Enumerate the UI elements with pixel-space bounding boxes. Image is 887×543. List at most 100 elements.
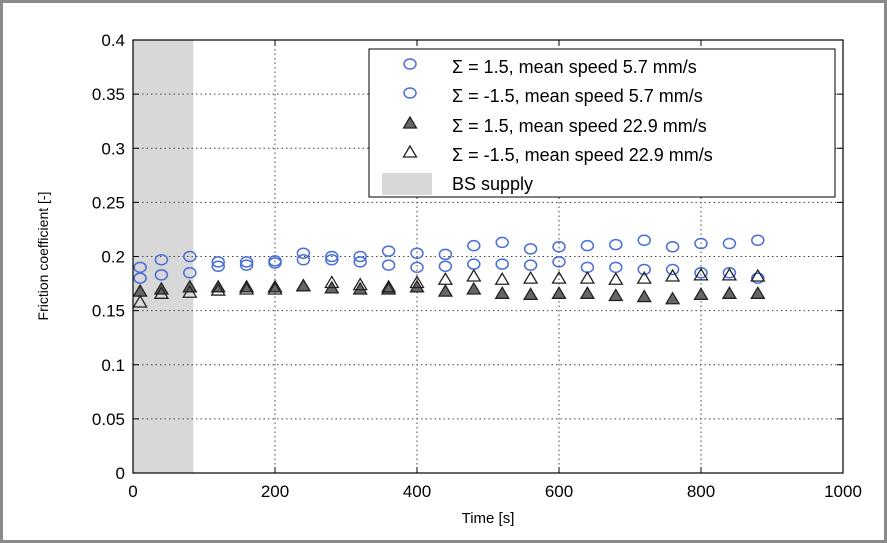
data-point: [409, 275, 425, 289]
data-point: [133, 261, 147, 274]
data-point: [238, 281, 255, 295]
y-tick-label: 0.35: [92, 85, 125, 104]
y-tick-label: 0.15: [92, 302, 125, 321]
data-point: [410, 247, 424, 260]
y-tick-label: 0.25: [92, 193, 125, 212]
legend-swatch-bs-supply: [382, 173, 432, 195]
x-tick-label: 400: [403, 482, 431, 501]
data-point: [182, 284, 198, 298]
y-tick-label: 0.2: [101, 248, 125, 267]
data-point: [494, 271, 510, 285]
legend-label: BS supply: [452, 174, 533, 194]
tick-layer: 0 200 400 600 800 1000 0 0.05 0.1 0.15 0.2 0.25 0.3 0…: [92, 31, 862, 501]
data-point: [636, 270, 652, 284]
data-point: [352, 281, 368, 295]
data-point: [296, 253, 311, 266]
data-point: [522, 270, 539, 284]
series-2: [133, 253, 765, 284]
data-point: [580, 239, 595, 252]
data-point: [608, 271, 624, 285]
data-point: [437, 271, 454, 285]
legend-marker: [402, 115, 418, 129]
data-point: [381, 259, 396, 271]
data-point: [324, 275, 340, 289]
data-point: [750, 268, 766, 282]
series-4: [132, 267, 766, 308]
data-point: [353, 250, 367, 263]
data-point: [466, 268, 482, 282]
data-point: [751, 234, 765, 247]
data-point: [154, 253, 169, 266]
data-point: [636, 289, 652, 303]
y-tick-label: 0.1: [101, 356, 125, 375]
data-point: [183, 250, 197, 263]
y-tick-label: 0.4: [101, 31, 125, 50]
data-point: [466, 281, 482, 295]
x-axis-label: Time [s]: [462, 510, 515, 527]
y-tick-label: 0.3: [101, 139, 125, 158]
data-point: [438, 260, 453, 272]
data-point: [409, 279, 425, 293]
legend-label: Σ = 1.5, mean speed 5.7 mm/s: [452, 57, 697, 77]
data-point: [609, 238, 623, 251]
data-point: [352, 277, 368, 291]
y-tick-label: 0: [116, 464, 125, 483]
data-point: [665, 263, 680, 276]
data-point: [267, 281, 283, 295]
data-point: [523, 243, 538, 255]
data-point: [552, 241, 566, 253]
legend-label: Σ = -1.5, mean speed 5.7 mm/s: [452, 86, 703, 106]
data-point: [523, 259, 538, 271]
x-tick-label: 1000: [824, 482, 862, 501]
data-point: [750, 286, 766, 299]
data-point: [608, 288, 624, 302]
data-point: [410, 261, 424, 274]
data-point: [693, 287, 709, 301]
data-point: [268, 257, 282, 269]
data-point: [211, 260, 225, 272]
data-point: [210, 282, 226, 296]
data-point: [133, 272, 147, 284]
data-point: [751, 272, 765, 284]
data-point: [552, 256, 566, 268]
x-tick-label: 600: [545, 482, 573, 501]
legend-label: Σ = 1.5, mean speed 22.9 mm/s: [452, 116, 707, 136]
data-point: [325, 253, 339, 266]
data-point: [380, 279, 397, 293]
marks-layer: [132, 234, 766, 308]
data-point: [579, 270, 596, 284]
data-point: [665, 241, 680, 253]
data-point: [694, 237, 708, 250]
data-point: [353, 256, 367, 268]
data-point: [154, 269, 169, 281]
data-point: [438, 248, 453, 261]
data-point: [637, 263, 651, 276]
data-point: [325, 250, 339, 263]
data-point: [296, 247, 311, 260]
data-point: [664, 291, 681, 305]
legend-marker: [402, 144, 418, 158]
data-point: [381, 245, 396, 257]
data-point: [239, 259, 254, 271]
data-point: [721, 286, 738, 299]
data-point: [551, 286, 567, 299]
y-axis-label: Friction coefficient [-]: [35, 192, 51, 321]
x-tick-label: 800: [687, 482, 715, 501]
data-point: [693, 267, 709, 281]
data-point: [467, 239, 481, 252]
data-point: [183, 266, 197, 279]
x-tick-label: 200: [261, 482, 289, 501]
x-tick-label: 0: [128, 482, 137, 501]
data-point: [211, 256, 225, 268]
legend: Σ = 1.5, mean speed 5.7 mm/s Σ = -1.5, me…: [368, 48, 836, 198]
data-point: [437, 283, 454, 297]
legend-label: Σ = -1.5, mean speed 22.9 mm/s: [452, 145, 713, 165]
data-point: [721, 267, 738, 281]
data-point: [495, 236, 509, 249]
data-point: [132, 294, 148, 308]
data-point: [637, 234, 651, 247]
data-point: [522, 287, 539, 301]
series-3: [132, 278, 766, 305]
